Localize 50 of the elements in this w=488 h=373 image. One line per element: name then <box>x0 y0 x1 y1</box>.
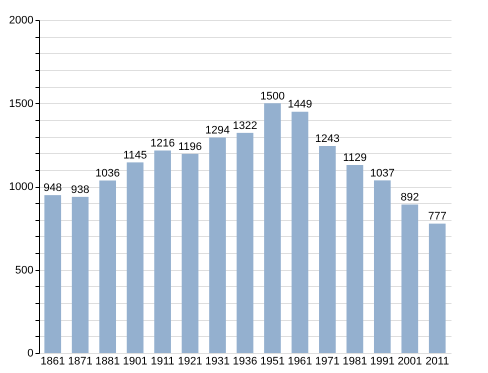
bar <box>209 138 226 353</box>
data-label: 1196 <box>178 140 202 153</box>
y-tick-label: 500 <box>15 264 34 276</box>
x-tick-label: 1881 <box>95 356 120 368</box>
bar <box>264 103 281 353</box>
y-tick-label: 1000 <box>9 181 34 193</box>
x-tick-label: 2011 <box>425 356 450 368</box>
bar <box>346 165 364 353</box>
data-label: 1449 <box>288 98 312 111</box>
bar <box>319 146 336 353</box>
bar <box>44 195 62 353</box>
data-label: 1037 <box>370 167 395 180</box>
data-label: 1500 <box>260 90 285 102</box>
data-label: 1036 <box>95 168 120 180</box>
x-tick-label: 1931 <box>205 356 230 368</box>
bar <box>401 204 418 353</box>
x-tick-label: 1871 <box>68 356 92 368</box>
bar <box>428 224 446 353</box>
data-label: 1322 <box>232 120 258 132</box>
bar <box>154 150 171 353</box>
x-tick-label: 1911 <box>150 356 174 368</box>
data-label: 1216 <box>150 138 175 150</box>
x-tick-label: 1936 <box>232 356 258 368</box>
bar <box>126 162 144 353</box>
data-label: 938 <box>71 184 90 196</box>
bar <box>374 180 391 353</box>
x-tick-label: 1861 <box>40 356 65 368</box>
data-label: 948 <box>44 182 62 194</box>
data-label: 1129 <box>343 152 367 164</box>
x-tick-label: 1951 <box>260 356 285 368</box>
x-tick-label: 1921 <box>178 356 202 368</box>
x-tick-label: 1991 <box>370 356 395 368</box>
bar <box>99 180 116 353</box>
bar <box>182 154 198 353</box>
bar <box>292 112 308 353</box>
data-label: 892 <box>400 191 419 204</box>
y-tick-label: 0 <box>27 348 34 360</box>
data-label: 1145 <box>123 149 147 162</box>
x-tick-label: 2001 <box>398 356 422 368</box>
x-tick-label: 1961 <box>288 356 312 368</box>
data-label: 1294 <box>205 124 230 137</box>
data-label: 1243 <box>315 133 340 146</box>
y-tick-label: 2000 <box>9 14 34 26</box>
bar <box>236 132 254 353</box>
x-tick-label: 1981 <box>342 356 368 368</box>
x-tick-label: 1971 <box>315 356 340 368</box>
y-tick-label: 1500 <box>9 98 34 110</box>
x-tick-label: 1901 <box>122 356 148 368</box>
bar <box>72 196 89 353</box>
data-label: 777 <box>428 210 446 223</box>
